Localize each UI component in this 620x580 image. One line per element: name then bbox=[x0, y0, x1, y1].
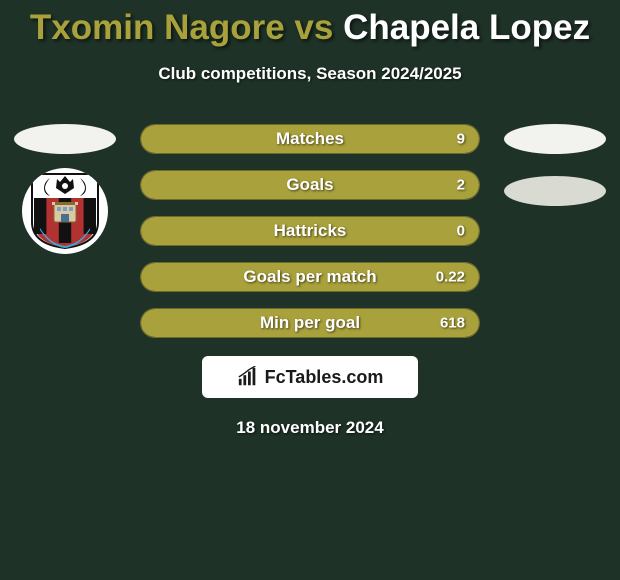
player2-name: Chapela Lopez bbox=[343, 8, 590, 47]
player1-avatar-placeholder bbox=[14, 124, 116, 154]
stat-bars: Matches 9 Goals 2 Hattricks 0 Goals per … bbox=[140, 124, 480, 338]
stat-value-right: 0 bbox=[457, 223, 465, 240]
player1-club-badge bbox=[22, 168, 108, 254]
stat-bar-goals-per-match: Goals per match 0.22 bbox=[140, 262, 480, 292]
player2-avatar-placeholder-1 bbox=[504, 124, 606, 154]
stat-label: Matches bbox=[141, 129, 479, 149]
left-player-column bbox=[10, 124, 120, 254]
player2-avatar-placeholder-2 bbox=[504, 176, 606, 206]
stat-bar-hattricks: Hattricks 0 bbox=[140, 216, 480, 246]
stat-bar-goals: Goals 2 bbox=[140, 170, 480, 200]
stat-bar-matches: Matches 9 bbox=[140, 124, 480, 154]
comparison-content: Matches 9 Goals 2 Hattricks 0 Goals per … bbox=[0, 124, 620, 338]
mirandes-crest-icon bbox=[30, 172, 100, 250]
date-label: 18 november 2024 bbox=[0, 418, 620, 438]
stat-value-right: 618 bbox=[440, 315, 465, 332]
player1-name: Txomin Nagore bbox=[30, 8, 285, 47]
stat-label: Goals bbox=[141, 175, 479, 195]
vs-label: vs bbox=[294, 8, 333, 47]
stat-label: Min per goal bbox=[141, 313, 479, 333]
stat-value-right: 2 bbox=[457, 177, 465, 194]
page-title: Txomin Nagore vs Chapela Lopez bbox=[0, 0, 620, 48]
stat-bar-min-per-goal: Min per goal 618 bbox=[140, 308, 480, 338]
footer-brand-text: FcTables.com bbox=[265, 367, 384, 388]
footer-brand-box: FcTables.com bbox=[202, 356, 418, 398]
bar-chart-icon bbox=[237, 366, 259, 388]
stat-value-right: 9 bbox=[457, 131, 465, 148]
right-player-column bbox=[500, 124, 610, 206]
stat-value-right: 0.22 bbox=[436, 269, 465, 286]
stat-label: Goals per match bbox=[141, 267, 479, 287]
subtitle: Club competitions, Season 2024/2025 bbox=[0, 64, 620, 84]
stat-label: Hattricks bbox=[141, 221, 479, 241]
